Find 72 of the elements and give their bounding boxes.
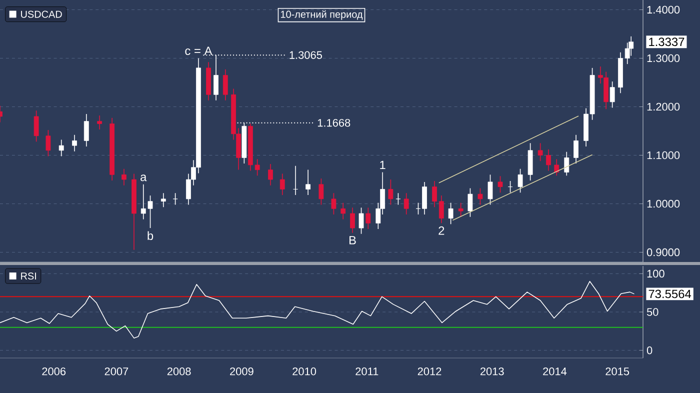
candlestick <box>84 114 89 147</box>
y-tick-label: 1.1000 <box>647 151 680 160</box>
candlestick <box>554 158 560 176</box>
x-tick-label: 2010 <box>292 368 316 376</box>
candlestick <box>574 134 578 164</box>
y-tick-label: 1.4000 <box>647 6 680 14</box>
y-tick-label: 1.2000 <box>647 102 680 111</box>
candlestick <box>46 130 51 157</box>
candlestick <box>122 168 126 186</box>
candlestick <box>388 179 394 206</box>
candlestick <box>488 174 493 206</box>
candlestick <box>280 173 285 196</box>
candlestick <box>538 142 543 162</box>
x-tick-label: 2007 <box>104 368 128 376</box>
annotation: a <box>140 174 147 182</box>
candlestick <box>318 178 324 206</box>
candlestick <box>366 207 371 230</box>
candlestick <box>254 158 260 176</box>
candlestick <box>340 202 346 220</box>
y-tick-label: 1.3000 <box>647 54 680 62</box>
candlestick <box>438 195 444 224</box>
legend-label: RSI <box>21 272 36 280</box>
legend-label: USDCAD <box>21 10 62 18</box>
annotation: 2 <box>438 226 444 235</box>
ref-line-label: 1.3065 <box>290 51 322 59</box>
candlestick <box>358 207 364 234</box>
annotation: c = A <box>185 46 212 56</box>
y-tick-label: 50 <box>646 308 658 316</box>
candlestick <box>331 192 336 215</box>
candlestick <box>160 192 166 208</box>
y-tick-label: 100 <box>647 270 664 278</box>
candlestick <box>222 68 228 101</box>
annotation: B <box>350 236 356 244</box>
candlestick <box>546 149 551 172</box>
y-tick-label: 0.9000 <box>646 248 680 256</box>
candlestick <box>448 202 454 225</box>
candlestick <box>518 168 523 194</box>
line-series <box>0 280 635 338</box>
x-tick-label: 2011 <box>356 368 378 376</box>
annotation: 1 <box>380 160 386 170</box>
x-tick-label: 2012 <box>418 368 442 376</box>
candlestick <box>564 151 570 176</box>
x-tick-label: 2008 <box>167 368 191 376</box>
y-tick-label: 0 <box>646 346 652 354</box>
candlestick <box>72 134 77 152</box>
candlestick <box>508 180 513 194</box>
annotation: 1.3337 <box>649 38 684 46</box>
y-tick-label: 1.0000 <box>647 200 680 208</box>
candlestick <box>404 192 409 215</box>
x-tick-label: 2009 <box>230 368 254 376</box>
text: 10-летний период <box>280 10 363 20</box>
candlestick <box>58 139 64 157</box>
x-tick-label: 2013 <box>480 368 504 376</box>
annotation: b <box>148 231 154 240</box>
x-tick-label: 2006 <box>42 368 66 376</box>
x-tick-label: 2014 <box>543 368 567 376</box>
candlestick <box>268 164 273 186</box>
candlestick <box>396 192 401 206</box>
candlestick <box>478 188 483 206</box>
candlestick <box>468 188 473 218</box>
candlestick <box>350 207 355 234</box>
candlestick <box>432 180 437 208</box>
ref-line-label: 1.1668 <box>318 118 350 127</box>
candlestick <box>610 81 615 108</box>
candlestick <box>172 192 178 206</box>
x-tick-label: 2015 <box>606 368 630 376</box>
annotation: 73.5564 <box>648 290 692 298</box>
candlestick <box>97 115 102 130</box>
candlestick <box>458 202 464 218</box>
candlestick <box>34 110 39 142</box>
candlestick <box>498 176 503 194</box>
candlestick <box>306 169 310 196</box>
